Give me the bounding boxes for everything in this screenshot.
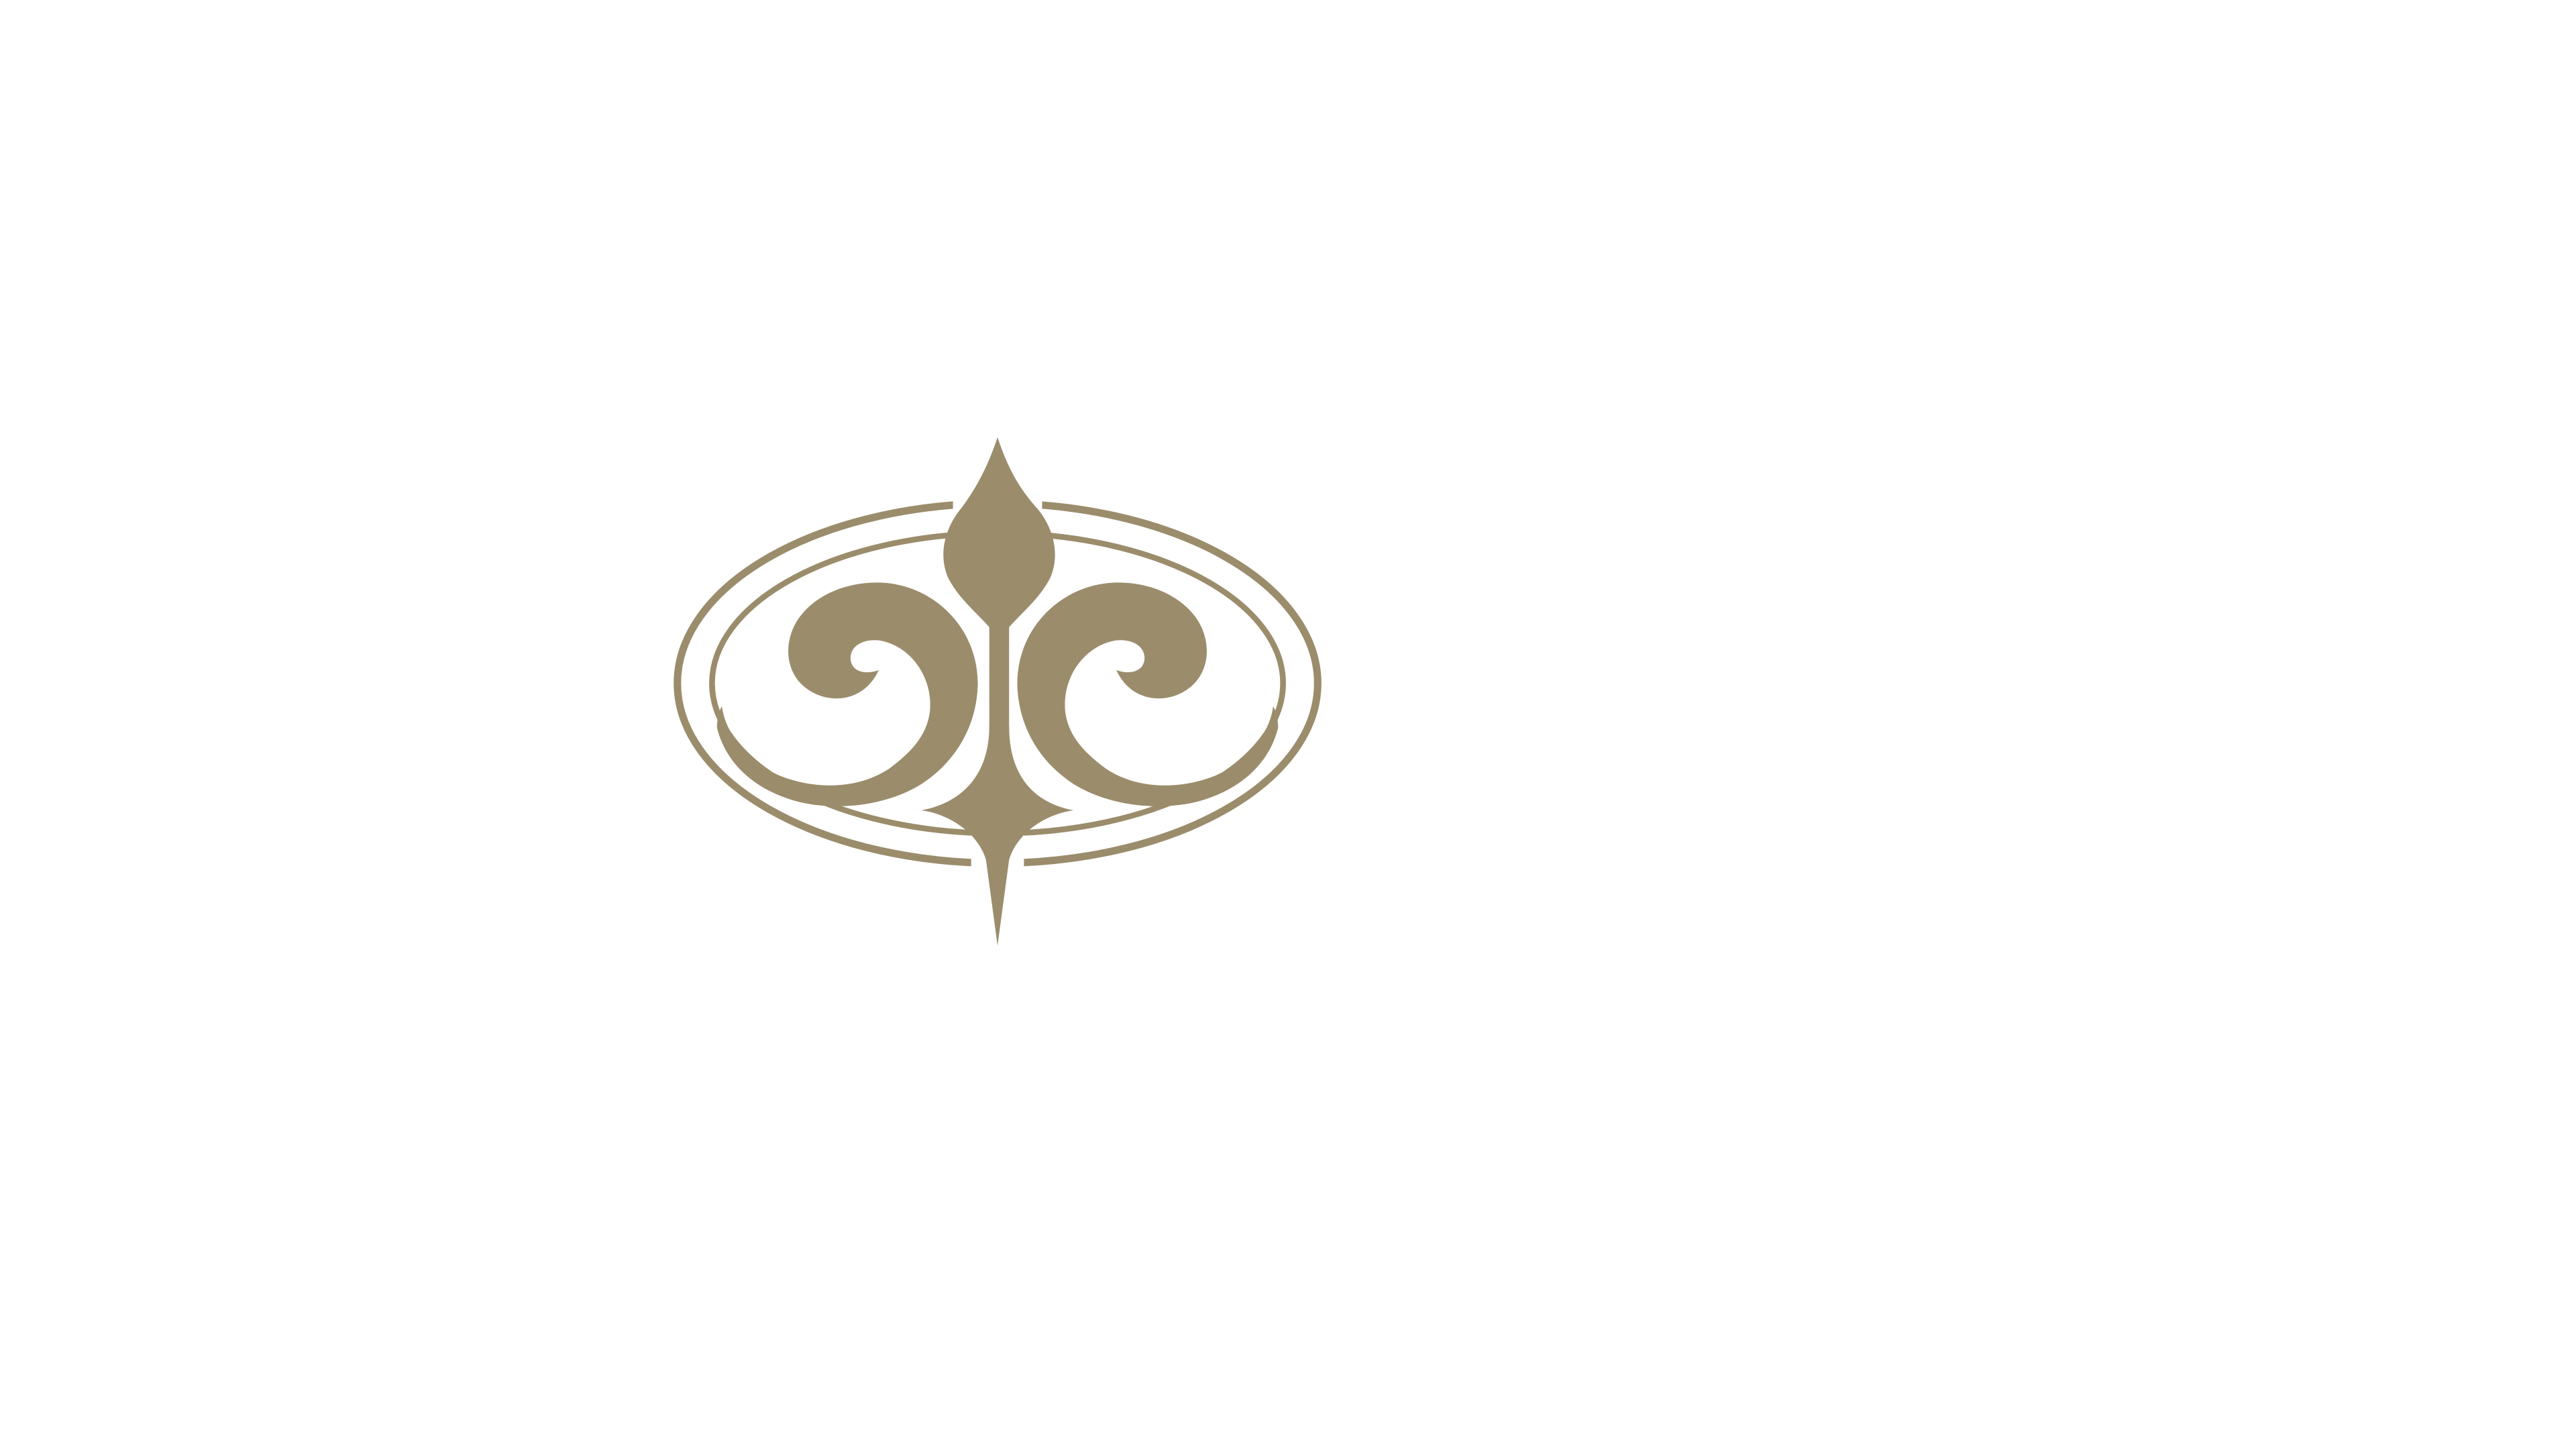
emblem-right-scroll — [1017, 582, 1279, 806]
emblem-left-scroll — [716, 582, 978, 806]
emblem-group — [674, 437, 1322, 946]
emblem-top-spire — [943, 437, 1055, 746]
emblem-bottom-spike — [921, 726, 1074, 946]
